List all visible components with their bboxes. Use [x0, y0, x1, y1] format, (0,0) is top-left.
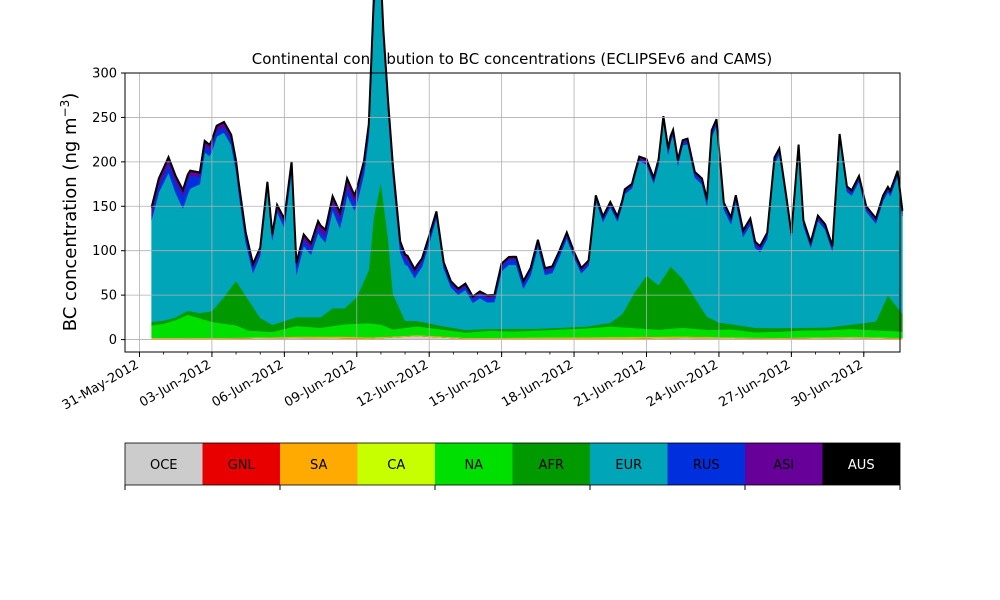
- legend-label-afr: AFR: [539, 458, 564, 473]
- legend-swatch-oce: [125, 443, 203, 485]
- total-line: [150, 0, 904, 298]
- x-tick-label: 09-Jun-2012: [282, 357, 359, 410]
- y-tick-label: 250: [92, 111, 117, 126]
- legend-label-sa: SA: [310, 458, 327, 473]
- x-tick-label: 15-Jun-2012: [427, 357, 504, 410]
- x-tick-label: 31-May-2012: [60, 357, 142, 413]
- chart-title: Continental contribution to BC concentra…: [252, 50, 773, 68]
- plot-area: [150, 0, 904, 340]
- y-tick-label: 50: [100, 289, 117, 304]
- y-tick-label: 0: [109, 333, 117, 348]
- y-tick-label: 100: [92, 244, 117, 259]
- legend-label-oce: OCE: [150, 458, 178, 473]
- legend-swatch-afr: [512, 443, 590, 485]
- legend-swatch-eur: [590, 443, 668, 485]
- y-axis-label-close: ): [60, 93, 81, 100]
- legend-label-gnl: GNL: [228, 458, 256, 473]
- y-axis-label: BC concentration (ng m−3): [58, 93, 81, 332]
- y-tick-label: 300: [92, 67, 117, 82]
- legend-swatch-gnl: [202, 443, 280, 485]
- legend-label-ca: CA: [387, 458, 405, 473]
- legend-colorbar: OCE GNL SA CA NA AFR EUR RUS ASI AUS: [124, 442, 901, 490]
- y-tick-label: 150: [92, 200, 117, 215]
- x-tick-label: 18-Jun-2012: [499, 357, 576, 410]
- x-tick-label: 12-Jun-2012: [354, 357, 431, 410]
- y-axis: 0 50 100 150 200 250 300: [92, 67, 125, 348]
- x-tick-label: 03-Jun-2012: [137, 357, 214, 410]
- x-tick-label: 30-Jun-2012: [789, 357, 866, 410]
- legend-swatch-na: [435, 443, 513, 485]
- x-tick-label: 21-Jun-2012: [572, 357, 649, 410]
- legend-swatch-sa: [280, 443, 358, 485]
- legend-label-asi: ASI: [773, 458, 794, 473]
- legend-label-aus: AUS: [848, 458, 875, 473]
- x-tick-label: 24-Jun-2012: [644, 357, 721, 410]
- y-tick-label: 200: [92, 155, 117, 170]
- legend-label-eur: EUR: [615, 458, 642, 473]
- legend-swatch-ca: [357, 443, 435, 485]
- y-axis-label-exponent: −3: [58, 100, 72, 118]
- x-tick-label: 27-Jun-2012: [717, 357, 794, 410]
- legend-frame: [124, 442, 901, 486]
- legend-swatch-rus: [667, 443, 745, 485]
- y-axis-label-main: BC concentration (ng m: [60, 117, 81, 331]
- x-tick-label: 06-Jun-2012: [210, 357, 287, 410]
- x-axis: 31-May-201203-Jun-201206-Jun-201209-Jun-…: [60, 352, 866, 413]
- legend-label-na: NA: [464, 458, 483, 473]
- legend-label-rus: RUS: [693, 458, 720, 473]
- legend-swatch-asi: [745, 443, 823, 485]
- legend-swatch-aus: [822, 443, 900, 485]
- plot-frame: [124, 72, 901, 353]
